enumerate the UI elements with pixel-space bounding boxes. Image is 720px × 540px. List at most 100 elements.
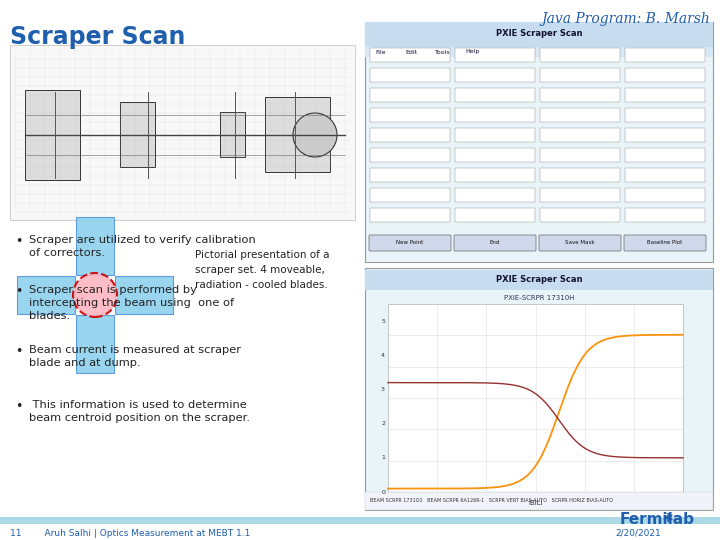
Text: IBILI: IBILI [528, 500, 543, 506]
Text: intercepting the beam using  one of: intercepting the beam using one of [29, 298, 234, 308]
Text: *: * [663, 512, 673, 531]
Text: blades.: blades. [29, 311, 70, 321]
Bar [220, 112, 245, 157]
Bar [365, 22, 713, 262]
Text: PXIE Scraper Scan: PXIE Scraper Scan [496, 30, 582, 38]
Text: 0: 0 [381, 489, 385, 495]
Text: 11        Aruh Salhi | Optics Measurement at MEBT 1.1: 11 Aruh Salhi | Optics Measurement at ME… [10, 529, 251, 538]
Bar [455, 88, 535, 102]
Bar [540, 208, 620, 222]
Bar [10, 45, 355, 220]
Bar [455, 168, 535, 182]
Bar [625, 48, 705, 62]
Bar [455, 148, 535, 162]
Bar [455, 208, 535, 222]
Bar [17, 276, 75, 314]
Text: Fermilab: Fermilab [620, 512, 695, 527]
Text: Java Program: B. Marsh: Java Program: B. Marsh [541, 12, 710, 26]
Bar [625, 208, 705, 222]
Bar [265, 97, 330, 172]
Text: Save Mask: Save Mask [565, 240, 595, 246]
Bar [625, 108, 705, 122]
Text: •: • [15, 235, 22, 248]
Bar [0, 517, 720, 524]
Circle shape [73, 273, 117, 317]
Bar [625, 88, 705, 102]
Bar [625, 68, 705, 82]
Bar [370, 108, 450, 122]
Text: Help: Help [465, 50, 480, 55]
Bar [540, 88, 620, 102]
Bar [370, 128, 450, 142]
Text: New Point: New Point [397, 240, 423, 246]
Bar [540, 188, 620, 202]
Text: 5: 5 [381, 319, 385, 323]
Text: Scraper scan is performed by: Scraper scan is performed by [29, 285, 197, 295]
Text: 1: 1 [381, 455, 385, 460]
Bar [540, 128, 620, 142]
Text: blade and at dump.: blade and at dump. [29, 358, 140, 368]
Bar [625, 128, 705, 142]
Bar [365, 268, 713, 510]
Text: Scraper Scan: Scraper Scan [10, 25, 185, 49]
Bar [25, 90, 80, 180]
Text: This information is used to determine: This information is used to determine [29, 400, 247, 410]
Text: Edit: Edit [405, 50, 417, 55]
FancyBboxPatch shape [539, 235, 621, 251]
Text: •: • [15, 345, 22, 358]
Text: End: End [490, 240, 500, 246]
Bar [370, 68, 450, 82]
Bar [370, 168, 450, 182]
Bar [365, 270, 713, 290]
Text: 2: 2 [381, 421, 385, 426]
Bar [370, 188, 450, 202]
Bar [365, 47, 713, 57]
Text: File: File [375, 50, 385, 55]
Bar [540, 148, 620, 162]
Bar [370, 88, 450, 102]
Text: Tools: Tools [435, 50, 451, 55]
Text: 2/20/2021: 2/20/2021 [615, 529, 661, 538]
FancyBboxPatch shape [369, 235, 451, 251]
Text: beam centroid position on the scraper.: beam centroid position on the scraper. [29, 413, 250, 423]
Bar [365, 492, 713, 510]
Bar [540, 168, 620, 182]
Bar [455, 128, 535, 142]
Bar [455, 48, 535, 62]
Bar [388, 304, 683, 492]
Text: 3: 3 [381, 387, 385, 392]
Bar [365, 22, 713, 47]
Text: PXIE Scraper Scan: PXIE Scraper Scan [496, 275, 582, 285]
Bar [540, 68, 620, 82]
Bar [370, 148, 450, 162]
Text: Pictorial presentation of a: Pictorial presentation of a [195, 250, 330, 260]
Text: Baseline Plot: Baseline Plot [647, 240, 683, 246]
Bar [625, 148, 705, 162]
Circle shape [293, 113, 337, 157]
FancyBboxPatch shape [624, 235, 706, 251]
Text: radiation - cooled blades.: radiation - cooled blades. [195, 280, 328, 290]
Bar [120, 102, 155, 167]
Bar [76, 315, 114, 373]
Text: 4: 4 [381, 353, 385, 358]
Text: •: • [15, 285, 22, 298]
Bar [455, 68, 535, 82]
Bar [625, 168, 705, 182]
FancyBboxPatch shape [454, 235, 536, 251]
Bar [540, 48, 620, 62]
Text: •: • [15, 400, 22, 413]
Bar [115, 276, 173, 314]
Bar [540, 108, 620, 122]
Bar [76, 217, 114, 275]
Bar [455, 188, 535, 202]
Text: PXIE-SCRPR 17310H: PXIE-SCRPR 17310H [504, 295, 575, 301]
Text: Scraper are utilized to verify calibration: Scraper are utilized to verify calibrati… [29, 235, 256, 245]
Text: Beam current is measured at scraper: Beam current is measured at scraper [29, 345, 241, 355]
Bar [625, 188, 705, 202]
Text: of correctors.: of correctors. [29, 248, 105, 258]
Bar [370, 48, 450, 62]
Text: scraper set. 4 moveable,: scraper set. 4 moveable, [195, 265, 325, 275]
Text: BEAM SCRPR 1731O1   BEAM SCRPR 6A126R-1   SCRPR VERT BIAS-AUTO   SCRPR HORIZ BIA: BEAM SCRPR 1731O1 BEAM SCRPR 6A126R-1 SC… [370, 498, 613, 503]
Bar [370, 208, 450, 222]
Bar [455, 108, 535, 122]
